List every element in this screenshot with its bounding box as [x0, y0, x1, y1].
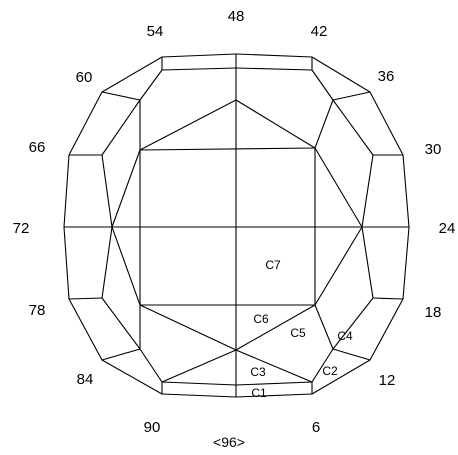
index-label-12: 12 — [379, 372, 396, 389]
facet-label-c1: C1 — [251, 386, 267, 400]
facet-label-c3: C3 — [250, 365, 266, 379]
index-label-42: 42 — [311, 23, 328, 40]
index-label-48: 48 — [228, 8, 245, 25]
facet-label-c2: C2 — [322, 364, 338, 378]
index-label-66: 66 — [29, 139, 46, 156]
facet-label-c6: C6 — [253, 312, 269, 326]
index-label-90: 90 — [144, 419, 161, 436]
index-label-30: 30 — [425, 141, 442, 158]
index-label-24: 24 — [439, 220, 456, 237]
index-label-18: 18 — [425, 304, 442, 321]
index-label-78: 78 — [29, 302, 46, 319]
index-label-6: 6 — [312, 419, 320, 436]
index-label-36: 36 — [378, 68, 395, 85]
index-label-72: 72 — [13, 220, 30, 237]
facet-outline — [63, 53, 410, 398]
facet-label-c5: C5 — [290, 326, 306, 340]
facet-labels: C1 C2 C3 C4 C5 C6 C7 — [250, 258, 353, 400]
index-gear-label: <96> — [213, 434, 245, 450]
facet-label-c7: C7 — [265, 258, 281, 272]
index-labels: 48 42 36 30 24 18 12 6 90 84 78 72 66 60… — [13, 8, 456, 436]
facet-label-c4: C4 — [337, 329, 353, 343]
index-label-60: 60 — [76, 69, 93, 86]
index-label-84: 84 — [77, 371, 94, 388]
index-label-54: 54 — [147, 23, 164, 40]
